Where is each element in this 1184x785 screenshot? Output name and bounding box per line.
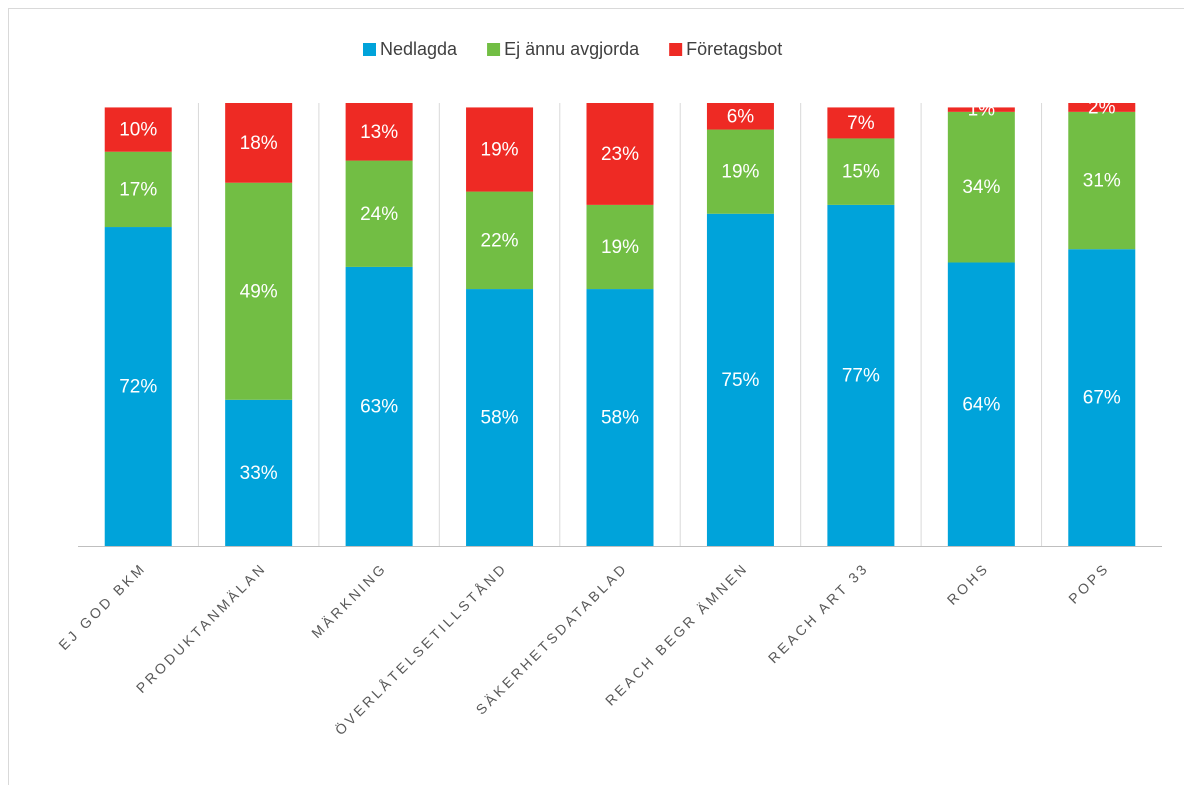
- x-tick-label: REACH BEGR ÄMNEN: [602, 559, 751, 708]
- data-label: 22%: [481, 230, 519, 251]
- data-label: 13%: [360, 122, 398, 143]
- data-label: 75%: [721, 370, 759, 391]
- bar-segment: [104, 151, 172, 228]
- legend-swatch: [487, 43, 501, 56]
- bar-segment: [947, 107, 1015, 112]
- bar-segment: [586, 103, 654, 205]
- data-label: 63%: [360, 396, 398, 417]
- data-label: 33%: [240, 463, 278, 484]
- data-label: 24%: [360, 204, 398, 225]
- bar-segment: [947, 111, 1015, 263]
- bar-segment: [586, 204, 654, 290]
- bar-segment: [1068, 103, 1136, 112]
- bar-segment: [706, 103, 774, 130]
- data-label: 1%: [968, 100, 996, 121]
- data-label: 18%: [240, 133, 278, 154]
- legend-swatch: [363, 43, 376, 56]
- legend-swatch: [669, 43, 683, 56]
- data-label: 23%: [601, 144, 639, 165]
- bar-segment: [1068, 249, 1136, 546]
- data-label: 17%: [119, 179, 157, 200]
- bar-segment: [466, 289, 534, 546]
- bar-segment: [947, 262, 1015, 546]
- bar-segment: [466, 107, 534, 192]
- bar-segment: [345, 160, 413, 267]
- bar-segment: [586, 289, 654, 546]
- x-tick-label: POPS: [1065, 559, 1112, 606]
- data-label: 64%: [962, 394, 1000, 415]
- data-label: 19%: [601, 237, 639, 258]
- data-label: 77%: [842, 365, 880, 386]
- data-label: 19%: [481, 140, 519, 161]
- bar-segment: [225, 182, 293, 400]
- bar-segment: [225, 103, 293, 183]
- bar-segment: [706, 213, 774, 546]
- bar-segment: [827, 204, 895, 546]
- bar-segment: [225, 399, 293, 546]
- bar-segment: [345, 266, 413, 546]
- legend-label: Nedlagda: [380, 39, 458, 59]
- data-label: 7%: [847, 113, 875, 134]
- data-label: 2%: [1088, 97, 1116, 118]
- x-tick-label: EJ GOD BKM: [55, 559, 149, 653]
- data-label: 6%: [727, 106, 755, 127]
- data-label: 67%: [1083, 388, 1121, 409]
- data-label: 58%: [481, 408, 519, 429]
- bar-segment: [1068, 111, 1136, 250]
- data-label: 34%: [962, 177, 1000, 198]
- bar-segment: [345, 103, 413, 161]
- data-label: 58%: [601, 408, 639, 429]
- x-tick-label: PRODUKTANMÄLAN: [133, 559, 270, 696]
- data-label: 72%: [119, 377, 157, 398]
- bar-segment: [104, 227, 172, 547]
- x-tick-label: ROHS: [944, 559, 992, 607]
- chart-frame: [8, 8, 1184, 785]
- legend-label: Företagsbot: [686, 39, 782, 59]
- data-label: 19%: [721, 162, 759, 183]
- data-label: 15%: [842, 162, 880, 183]
- bar-segment: [706, 129, 774, 214]
- bar-segment: [827, 138, 895, 205]
- bar-segment: [104, 107, 172, 152]
- bar-segment: [827, 107, 895, 139]
- legend-label: Ej ännu avgjorda: [504, 39, 640, 59]
- data-label: 31%: [1083, 171, 1121, 192]
- data-label: 10%: [119, 120, 157, 141]
- x-tick-label: MÄRKNING: [308, 559, 390, 641]
- x-tick-label: REACH ART 33: [765, 559, 872, 666]
- data-label: 49%: [240, 281, 278, 302]
- bar-segment: [466, 191, 534, 290]
